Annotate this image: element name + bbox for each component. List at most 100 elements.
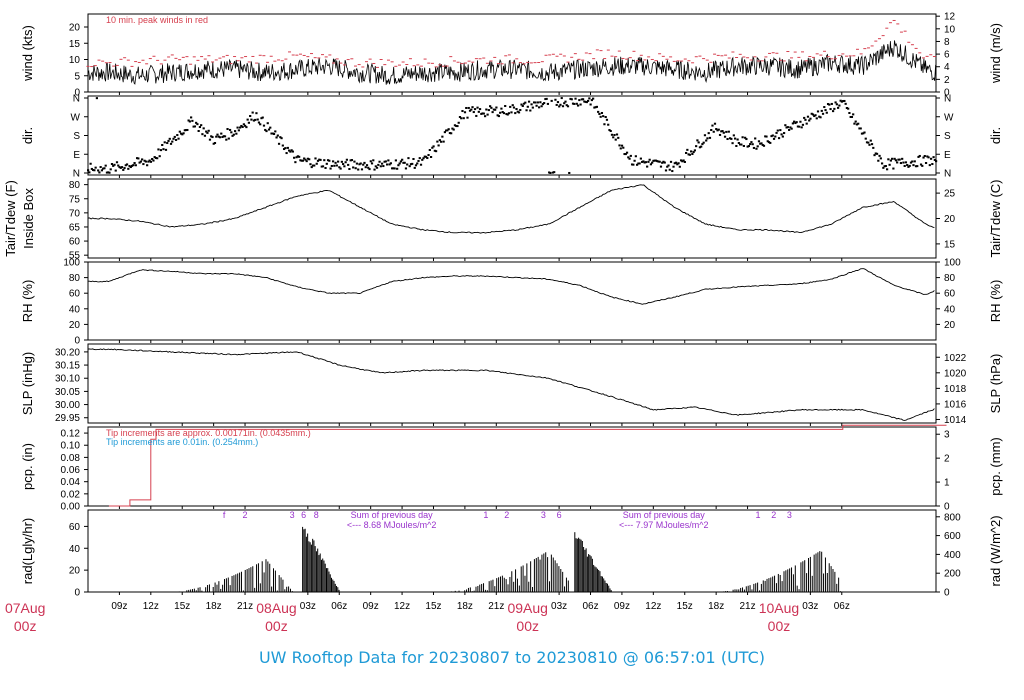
dir-point xyxy=(124,164,127,167)
dir-point xyxy=(510,111,513,114)
dir-point xyxy=(114,169,117,172)
xtick-label: 06z xyxy=(331,601,347,612)
dir-point xyxy=(622,146,625,149)
xtick-label: 09z xyxy=(111,601,127,612)
dir-point xyxy=(855,123,859,126)
dir-point xyxy=(752,146,756,149)
dir-point xyxy=(115,161,119,164)
dir-point xyxy=(654,159,658,162)
pcp-ytick-left-label: 0.10 xyxy=(61,441,81,452)
dir-point xyxy=(519,108,522,111)
dir-point xyxy=(446,129,449,132)
dir-point xyxy=(173,135,176,138)
dir-point xyxy=(422,157,425,160)
dir-point xyxy=(540,105,543,108)
dir-point xyxy=(274,130,277,133)
dir-point xyxy=(215,135,218,138)
dir-point xyxy=(235,132,238,135)
dir-point xyxy=(711,124,714,127)
dir-ytick-right-label: N xyxy=(944,94,951,105)
dir-point xyxy=(926,155,929,158)
xtick-label: 12z xyxy=(143,601,159,612)
dir-point xyxy=(708,136,712,139)
xtick-label: 09z xyxy=(614,601,630,612)
dir-point xyxy=(918,154,921,157)
dir-point xyxy=(849,115,852,118)
dir-point xyxy=(839,99,842,102)
dir-point xyxy=(328,159,331,162)
dir-point xyxy=(908,164,911,167)
dir-point xyxy=(696,139,699,142)
dir-point xyxy=(674,161,678,164)
dir-point xyxy=(509,105,512,108)
dir-point xyxy=(490,106,493,109)
dir-point xyxy=(382,165,385,168)
dir-point xyxy=(502,112,506,115)
dir-point xyxy=(713,122,717,125)
dir-point xyxy=(870,143,874,146)
dir-point xyxy=(728,137,732,140)
dir-point xyxy=(720,130,723,133)
dir-point xyxy=(354,167,357,170)
dir-point xyxy=(203,134,207,137)
dir-point xyxy=(527,100,531,103)
dir-point xyxy=(418,157,421,160)
dir-point xyxy=(730,137,733,140)
dir-point xyxy=(795,121,798,124)
dir-point xyxy=(309,163,312,166)
dir-point xyxy=(288,149,291,152)
dir-point xyxy=(776,129,779,132)
dir-point xyxy=(838,104,841,107)
dir-point xyxy=(766,140,769,143)
dir-point xyxy=(168,137,171,140)
dir-point xyxy=(482,112,485,115)
date-sublabel: 00z xyxy=(516,618,539,634)
dir-point xyxy=(558,105,561,108)
dir-point xyxy=(772,137,776,140)
dir-point xyxy=(521,104,524,107)
dir-point xyxy=(793,120,796,123)
dir-point xyxy=(181,133,184,136)
dir-point xyxy=(914,165,918,168)
dir-point xyxy=(818,115,821,118)
dir-point xyxy=(379,165,382,168)
rad-ytick-right-label: 200 xyxy=(944,569,961,580)
dir-point xyxy=(470,108,473,111)
dir-point xyxy=(142,163,145,166)
dir-point xyxy=(764,135,767,138)
dir-point xyxy=(775,131,778,134)
rh-ytick-right-label: 100 xyxy=(944,258,961,269)
dir-point xyxy=(875,152,879,155)
dir-point xyxy=(727,130,730,133)
dir-point xyxy=(614,138,617,141)
dir-point xyxy=(751,143,754,146)
dir-point xyxy=(252,119,256,122)
dir-point xyxy=(852,113,855,116)
dir-point xyxy=(496,114,499,117)
dir-point xyxy=(786,126,789,129)
dir-point xyxy=(912,164,915,167)
dir-point xyxy=(419,163,423,166)
dir-point xyxy=(809,117,812,120)
dir-point xyxy=(434,150,438,153)
dir-ytick-right-label: W xyxy=(944,112,954,123)
dir-point xyxy=(815,117,818,120)
dir-point xyxy=(883,165,886,168)
dir-point xyxy=(898,158,901,161)
dir-point xyxy=(218,136,222,139)
dir-point xyxy=(662,160,665,163)
dir-point xyxy=(742,144,745,147)
dir-point xyxy=(387,159,390,162)
dir-point xyxy=(771,134,774,137)
dir-point xyxy=(539,101,542,104)
dir-point xyxy=(909,161,913,164)
dir-ytick-left-label: E xyxy=(73,150,80,161)
dir-point xyxy=(196,123,199,126)
dir-point xyxy=(613,134,616,137)
dir-point xyxy=(291,150,294,153)
wind-ytick-right-label: 4 xyxy=(944,62,950,73)
dir-point xyxy=(579,103,582,106)
dir-point xyxy=(445,129,448,132)
dir-point xyxy=(642,160,645,163)
dir-point xyxy=(462,117,465,120)
